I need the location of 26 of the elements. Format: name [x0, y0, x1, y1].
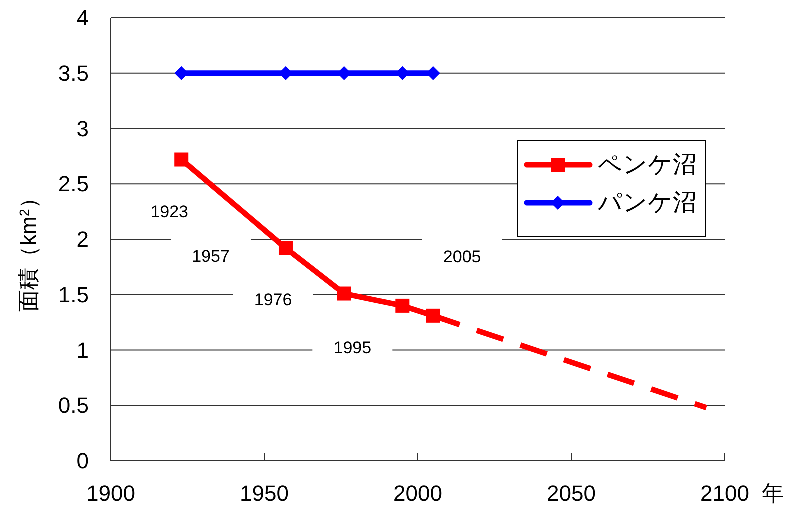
x-axis-title: 年	[762, 481, 784, 506]
legend-label: ペンケ沼	[598, 152, 697, 178]
x-tick-label: 2050	[547, 481, 596, 506]
point	[337, 286, 352, 301]
x-tick-label: 1900	[86, 481, 136, 506]
y-tick-label: 3.5	[58, 60, 89, 86]
point	[278, 241, 293, 256]
legend-label: パンケ沼	[597, 190, 697, 216]
y-tick-label: 2	[76, 227, 89, 252]
point	[174, 152, 189, 167]
x-tick-label: 2100	[700, 481, 750, 506]
annotation: 2005	[443, 247, 482, 266]
y-tick-label: 1.5	[58, 282, 89, 308]
annotation: 1995	[334, 338, 372, 358]
y-tick-label: 4	[76, 6, 89, 30]
annotation: 1976	[254, 290, 292, 310]
annotation: 1957	[192, 246, 230, 266]
annotation: 1923	[150, 202, 189, 222]
y-tick-label: 0	[76, 448, 89, 474]
y-tick-label: 3	[76, 116, 89, 142]
x-tick-label: 1950	[240, 481, 289, 506]
y-tick-label: 0.5	[58, 393, 89, 418]
y-tick-label: 2.5	[58, 172, 89, 197]
x-tick-label: 2000	[394, 481, 442, 506]
point	[396, 298, 410, 313]
y-tick-label: 1	[76, 338, 89, 363]
